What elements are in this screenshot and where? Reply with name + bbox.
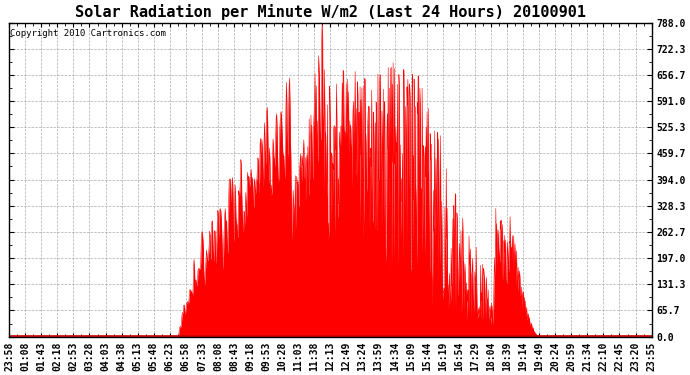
Text: Copyright 2010 Cartronics.com: Copyright 2010 Cartronics.com (10, 29, 166, 38)
Title: Solar Radiation per Minute W/m2 (Last 24 Hours) 20100901: Solar Radiation per Minute W/m2 (Last 24… (75, 4, 586, 20)
